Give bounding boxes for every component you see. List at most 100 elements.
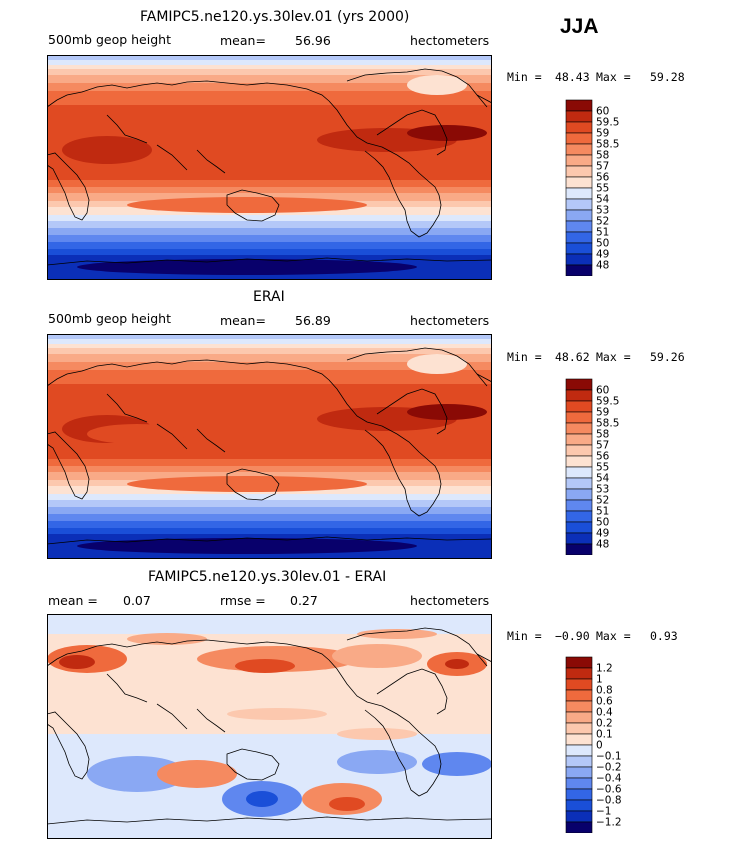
- panel1-map-band: [47, 69, 492, 75]
- panel2-colorbar-swatch: [565, 499, 593, 512]
- panel2-colorbar-tick-label: 57: [596, 440, 609, 452]
- panel1-colorbar-tick-label: 60: [596, 106, 609, 118]
- panel2-map-band: [47, 494, 492, 500]
- panel1-map-contour-region: [62, 136, 152, 164]
- panel1-map-band: [47, 228, 492, 235]
- panel1-colorbar-swatch: [565, 242, 593, 255]
- panel1-colorbar-tick-label: 56: [596, 172, 610, 184]
- panel2-colorbar-swatch: [565, 521, 593, 534]
- panel1-map-band: [47, 55, 492, 60]
- panel2-colorbar-tick-label: 53: [596, 484, 609, 496]
- panel3-colorbar: 1.210.80.60.40.20.10−0.1−0.2−0.4−0.6−0.8…: [565, 656, 622, 833]
- panel3-colorbar-tick-label: −0.8: [596, 795, 622, 807]
- panel2-colorbar-tick-label: 60: [596, 385, 609, 397]
- panel3-max-value: 0.93: [650, 629, 678, 643]
- panel3-colorbar-swatch: [565, 689, 593, 702]
- panel2-colorbar-tick-label: 59: [596, 407, 609, 419]
- panel2-colorbar-swatch: [565, 378, 593, 391]
- panel2-map-band: [47, 521, 492, 528]
- panel2-mean-value: 56.89: [295, 313, 331, 328]
- panel2-colorbar-swatch: [565, 422, 593, 435]
- panel1-map-band: [47, 215, 492, 221]
- panel2-map-band: [47, 344, 492, 348]
- panel3-max-label: Max =: [596, 629, 631, 643]
- panel1-colorbar-tick-label: 55: [596, 183, 609, 195]
- panel3-colorbar-swatch: [565, 733, 593, 746]
- panel2-colorbar-swatch: [565, 444, 593, 457]
- panel2-map-band: [47, 472, 492, 480]
- panel1-map-band: [47, 60, 492, 65]
- panel3-colorbar-tick-label: 0.2: [596, 718, 613, 730]
- panel2-map-band: [47, 370, 492, 384]
- panel2-map-contour-region: [77, 538, 417, 554]
- panel2-colorbar-swatch: [565, 433, 593, 446]
- panel2-map-contour-region: [407, 404, 487, 420]
- panel3-colorbar-swatch: [565, 799, 593, 812]
- panel3-colorbar-swatch: [565, 722, 593, 735]
- panel1-map-coastline: [376, 109, 448, 156]
- panel1-map-coastline: [47, 80, 330, 108]
- panel1-map-contour-region: [77, 259, 417, 275]
- panel2-map-coastline: [376, 388, 448, 435]
- panel3-map-contour-region: [235, 659, 295, 673]
- panel3-colorbar-tick-label: 0: [596, 740, 603, 752]
- panel3-map-contour-region: [329, 797, 365, 811]
- panel3-colorbar-tick-label: 1: [596, 674, 603, 686]
- panel2-colorbar-swatch: [565, 466, 593, 479]
- panel3-colorbar-swatch: [565, 788, 593, 801]
- panel2-colorbar-swatch: [565, 455, 593, 468]
- panel1-colorbar-swatch: [565, 253, 593, 266]
- panel1-map-band: [47, 75, 492, 83]
- panel2-map-coastline: [328, 379, 442, 517]
- panel3-colorbar-swatch: [565, 766, 593, 779]
- panel3-map-coastline: [376, 668, 448, 715]
- panel3-map-contour-region: [227, 708, 327, 720]
- panel3-colorbar-swatch: [565, 656, 593, 669]
- panel3-min-label: Min =: [507, 629, 542, 643]
- panel3-map-contour-region: [357, 629, 437, 639]
- panel1-colorbar-swatch: [565, 121, 593, 134]
- panel1-min-label: Min =: [507, 70, 542, 84]
- panel3-mean-label: mean =: [48, 593, 98, 608]
- panel1-map-contour-region: [407, 75, 467, 95]
- panel3-colorbar-tick-label: 0.8: [596, 685, 613, 697]
- panel2-colorbar-tick-label: 58: [596, 429, 609, 441]
- panel2-map-contour-region: [87, 424, 187, 444]
- panel3-map-contour-region: [87, 756, 187, 792]
- panel1-map-frame: [47, 55, 492, 280]
- panel1-map-band: [47, 242, 492, 249]
- panel2-colorbar-tick-label: 56: [596, 451, 610, 463]
- panel2-colorbar-tick-label: 52: [596, 495, 609, 507]
- panel3-map-contour-region: [337, 750, 417, 774]
- panel1-colorbar-swatch: [565, 198, 593, 211]
- panel2-colorbar-tick-label: 51: [596, 506, 609, 518]
- panel2-map-band: [47, 339, 492, 344]
- panel1-map-coastline: [47, 152, 90, 221]
- panel1-colorbar-tick-label: 52: [596, 216, 609, 228]
- panel3-colorbar-swatch: [565, 744, 593, 757]
- panel3-colorbar-swatch: [565, 755, 593, 768]
- panel3-map-coastline: [106, 673, 148, 703]
- panel1-colorbar-swatch: [565, 165, 593, 178]
- panel1-colorbar-tick-label: 57: [596, 161, 609, 173]
- panel3-map-coastline: [226, 748, 280, 781]
- panel1-colorbar-swatch: [565, 187, 593, 200]
- panel2-colorbar-tick-label: 58.5: [596, 418, 619, 430]
- panel2-units: hectometers: [410, 313, 490, 328]
- panel3-map-contour-region: [332, 644, 422, 668]
- panel1-map-coastline: [196, 149, 226, 174]
- panel2-map-frame: [47, 334, 492, 559]
- panel2-colorbar-tick-label: 50: [596, 517, 609, 529]
- panel2-max-label: Max =: [596, 350, 631, 364]
- panel1-mean-value: 56.96: [295, 33, 331, 48]
- panel1-colorbar-tick-label: 54: [596, 194, 610, 206]
- panel1-colorbar-swatch: [565, 264, 593, 276]
- panel1-colorbar-swatch: [565, 231, 593, 244]
- panel3-min-value: −0.90: [555, 629, 590, 643]
- panel1-colorbar-tick-label: 48: [596, 260, 609, 272]
- panel2-colorbar-swatch: [565, 477, 593, 490]
- panel1-map-band: [47, 193, 492, 201]
- panel3-colorbar-swatch: [565, 667, 593, 680]
- panel2-map-coastline: [226, 468, 280, 501]
